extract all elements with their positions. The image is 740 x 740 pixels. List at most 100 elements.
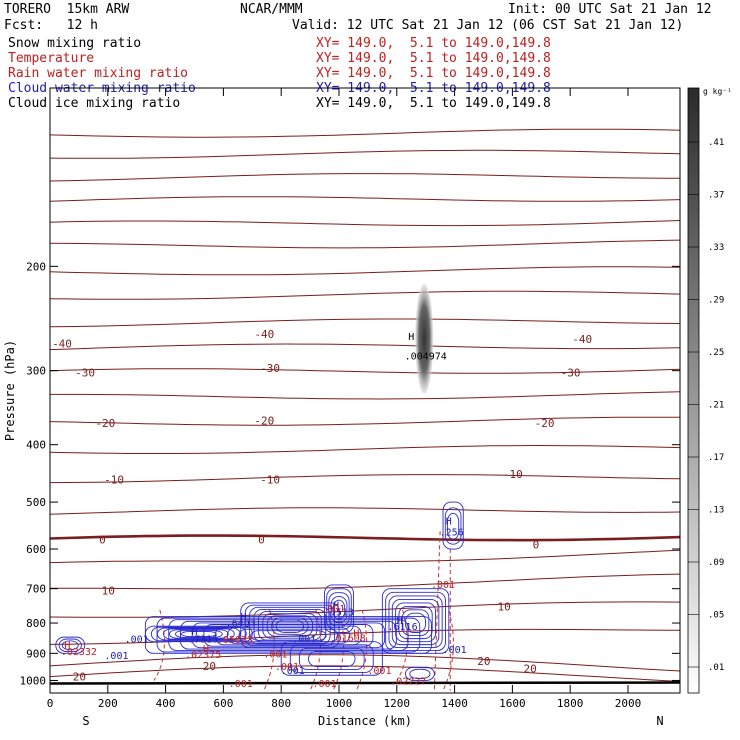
field-annotation: .001	[431, 580, 455, 591]
south-end-label: S	[82, 714, 89, 728]
x-tick-label: 1200	[384, 697, 411, 710]
isotherm-label: -30	[561, 366, 581, 379]
field-annotation: .001	[443, 645, 467, 656]
cloud-water-contour	[55, 636, 86, 654]
cloud-water-contour	[289, 644, 374, 673]
isotherm-line	[50, 573, 681, 590]
field-annotation: .02375	[185, 650, 221, 661]
field-annotation: .001	[125, 635, 149, 646]
cloud-water-contour	[401, 609, 430, 637]
field-annotation: .001	[312, 679, 336, 690]
cloud-water-contour	[280, 641, 383, 676]
isotherm-line	[49, 665, 681, 682]
cloud-water-contour	[298, 647, 365, 670]
cloud-water-contour	[332, 599, 346, 620]
cloud-water-contour	[324, 584, 354, 633]
field-annotation: H	[64, 641, 70, 652]
field-annotation: .01608	[330, 634, 366, 645]
cloud-water-contour	[381, 588, 450, 654]
cloud-water-contour	[262, 613, 318, 639]
cloud-water-contour	[174, 630, 223, 638]
y-tick-label: 700	[26, 583, 46, 596]
field-annotation: H	[191, 627, 197, 638]
isotherm-line	[49, 149, 681, 159]
isotherm-label: 0	[99, 533, 106, 546]
x-tick-label: 1000	[326, 697, 353, 710]
cloud-water-contour	[61, 640, 79, 651]
colorbar-tick-label: .41	[708, 138, 724, 148]
cloud-water-contour	[395, 602, 436, 643]
isotherm-label: 20	[73, 671, 86, 684]
fcst-label: Fcst: 12 h	[4, 18, 98, 33]
cloud-water-contour	[150, 626, 247, 642]
field-annotation: H	[353, 629, 359, 640]
cloud-water-contour	[308, 650, 356, 668]
init-label: Init: 00 UTC Sat 21 Jan 12	[508, 2, 712, 17]
colorbar-tick-label: .21	[708, 401, 724, 411]
field-name-snow: Snow mixing ratio	[8, 36, 142, 51]
cloud-water-contour	[398, 605, 433, 640]
isotherm-label: -30	[260, 362, 280, 375]
cloud-water-contour	[249, 606, 331, 645]
isotherm-label: 10	[498, 600, 511, 613]
cloud-water-contour	[388, 595, 443, 649]
field-annotation: H	[241, 612, 247, 623]
isotherm-line	[49, 290, 681, 300]
y-tick-label: 500	[26, 496, 46, 509]
cloud-water-contour	[326, 588, 352, 630]
colorbar-tick-label: .01	[708, 663, 724, 673]
cloud-water-contour	[444, 507, 462, 545]
isotherm-line	[49, 368, 681, 374]
x-tick-label: 2000	[615, 697, 642, 710]
cloud-water-contour	[180, 620, 397, 650]
cloud-water-contour	[442, 501, 464, 550]
isotherm-label: -40	[572, 333, 592, 346]
field-annotation: H	[446, 516, 452, 527]
isotherm-label: -20	[535, 417, 555, 430]
isotherm-line	[49, 266, 681, 276]
colorbar-tick-label: .13	[708, 506, 724, 516]
colorbar-tick-label: .33	[708, 243, 724, 253]
isotherm-label: 20	[524, 663, 537, 676]
field-annotation: H	[203, 644, 209, 655]
cloud-water-contour	[385, 591, 446, 651]
isotherm-line	[49, 318, 681, 328]
y-tick-label: 800	[26, 617, 46, 630]
isotherm-line	[49, 444, 681, 454]
isotherm-label: -30	[75, 366, 95, 379]
field-annotation: .05023	[217, 635, 253, 646]
field-annotation: .256	[440, 528, 464, 539]
isotherm-line	[49, 534, 681, 542]
field-annotation: .02227	[390, 676, 426, 687]
x-tick-label: 600	[213, 697, 233, 710]
field-xy-rain: XY= 149.0, 5.1 to 149.0,149.8	[316, 66, 551, 81]
cloud-water-contour	[162, 628, 235, 640]
field-name-rain: Rain water mixing ratio	[8, 66, 189, 81]
field-annotation: .001	[367, 666, 391, 677]
field-annotation: .004974	[405, 352, 447, 363]
y-tick-label: 1000	[20, 674, 47, 687]
y-tick-label: 300	[26, 365, 46, 378]
x-tick-label: 1600	[499, 697, 526, 710]
y-tick-label: 900	[26, 647, 46, 660]
isotherm-label: -40	[52, 338, 72, 351]
colorbar-tick-label: .25	[708, 348, 724, 358]
cloud-water-contour	[156, 627, 241, 641]
valid-label: Valid: 12 UTC Sat 21 Jan 12 (06 CST Sat …	[292, 18, 684, 33]
cloud-water-contour	[328, 592, 350, 627]
field-annotation: .6116	[388, 622, 418, 633]
org-label: NCAR/MMM	[240, 2, 303, 17]
field-annotation: .001	[104, 651, 128, 662]
cloud-water-contour	[391, 599, 440, 646]
cloud-water-contour	[275, 619, 305, 633]
surface-line	[49, 681, 681, 685]
field-name-temperature: Temperature	[8, 51, 95, 66]
field-name-cloud-ice: Cloud ice mixing ratio	[8, 96, 181, 111]
y-axis-label: Pressure (hPa)	[3, 340, 17, 441]
field-annotation: H	[397, 616, 403, 627]
snow-maximum-shading	[415, 283, 434, 394]
x-tick-label: 0	[47, 697, 54, 710]
cloud-water-contour	[58, 638, 82, 653]
y-tick-label: 400	[26, 439, 46, 452]
